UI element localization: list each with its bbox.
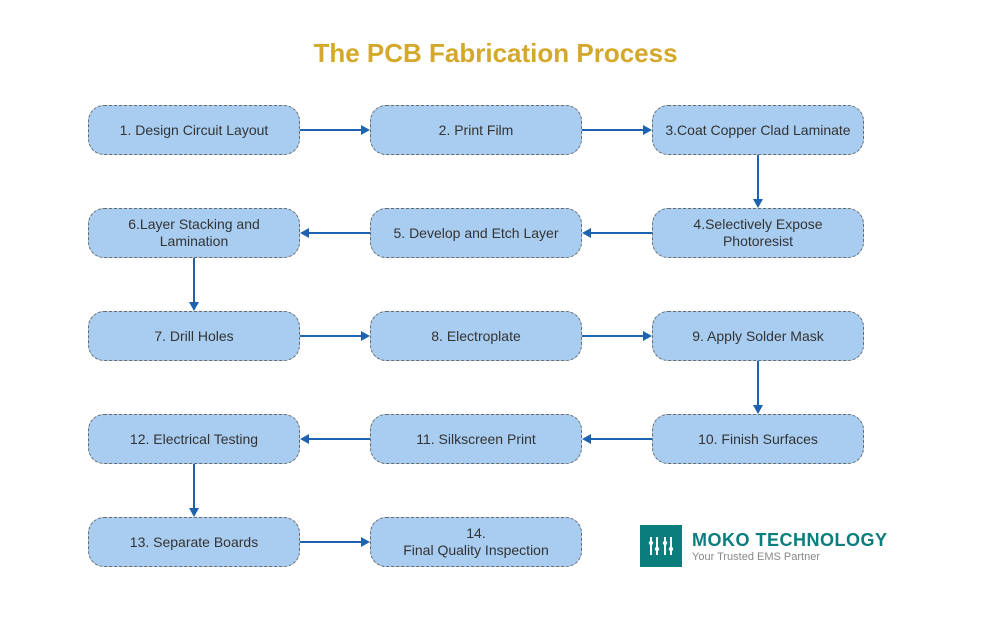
arrow-head-icon [189,302,199,311]
brand-logo: MOKO TECHNOLOGY Your Trusted EMS Partner [640,525,888,567]
arrow-head-icon [300,228,309,238]
arrow-line [308,232,370,234]
arrow-head-icon [361,331,370,341]
arrow-head-icon [582,434,591,444]
flowchart-node: 5. Develop and Etch Layer [370,208,582,258]
flowchart-node: 10. Finish Surfaces [652,414,864,464]
arrow-line [193,258,195,303]
logo-icon [640,525,682,567]
arrow-line [300,335,362,337]
arrow-head-icon [361,537,370,547]
arrow-head-icon [361,125,370,135]
arrow-line [757,361,759,406]
arrow-head-icon [582,228,591,238]
flowchart-node: 12. Electrical Testing [88,414,300,464]
logo-main-text: MOKO TECHNOLOGY [692,530,888,551]
flowchart-node: 4.Selectively Expose Photoresist [652,208,864,258]
arrow-line [590,232,652,234]
flowchart-node: 6.Layer Stacking and Lamination [88,208,300,258]
arrow-line [300,129,362,131]
arrow-head-icon [643,125,652,135]
arrow-line [300,541,362,543]
arrow-line [193,464,195,509]
flowchart-node: 1. Design Circuit Layout [88,105,300,155]
flowchart-node: 2. Print Film [370,105,582,155]
arrow-head-icon [753,199,763,208]
arrow-line [757,155,759,200]
logo-text: MOKO TECHNOLOGY Your Trusted EMS Partner [692,530,888,563]
arrow-line [590,438,652,440]
flowchart-node: 3.Coat Copper Clad Laminate [652,105,864,155]
flowchart-node: 9. Apply Solder Mask [652,311,864,361]
arrow-head-icon [189,508,199,517]
flowchart-node: 8. Electroplate [370,311,582,361]
flowchart-node: 13. Separate Boards [88,517,300,567]
logo-sub-text: Your Trusted EMS Partner [692,551,888,563]
arrow-line [308,438,370,440]
flowchart-node: 7. Drill Holes [88,311,300,361]
flowchart-node: 14.Final Quality Inspection [370,517,582,567]
arrow-line [582,335,644,337]
arrow-line [582,129,644,131]
flowchart-node: 11. Silkscreen Print [370,414,582,464]
arrow-head-icon [300,434,309,444]
arrow-head-icon [643,331,652,341]
arrow-head-icon [753,405,763,414]
diagram-title: The PCB Fabrication Process [313,38,677,69]
